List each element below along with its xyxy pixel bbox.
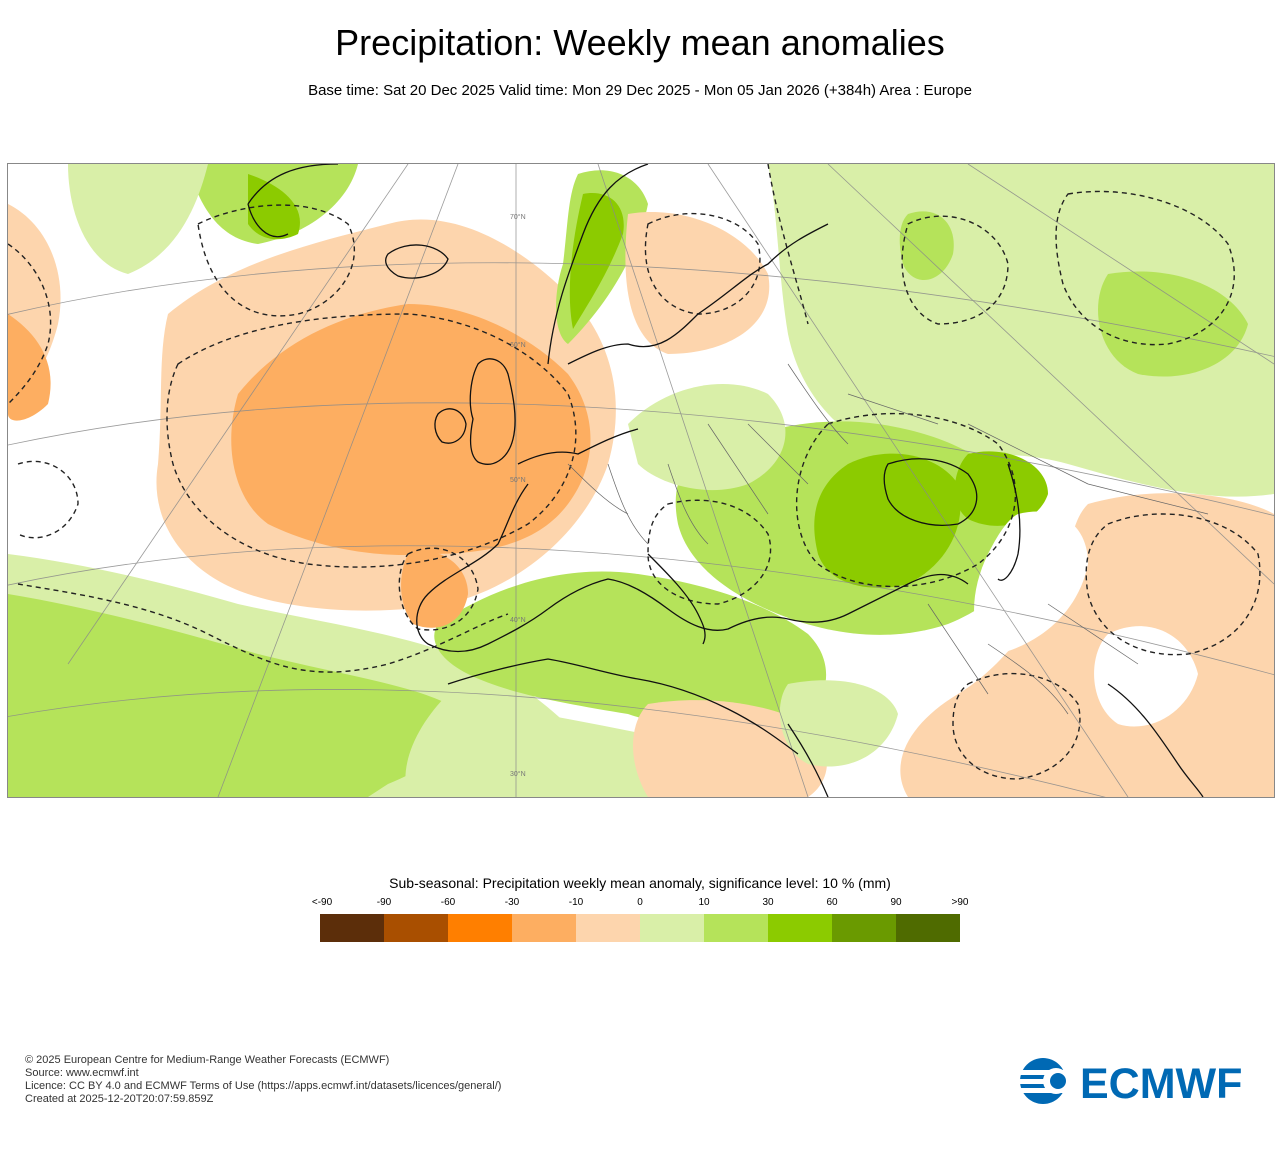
legend-label: -90	[376, 897, 392, 908]
wet-region-greenland-core	[248, 174, 300, 240]
dry-region-scandinavia	[625, 212, 770, 354]
legend-label: -10	[568, 897, 584, 908]
legend-label: 10	[698, 897, 710, 908]
coast-scandinavia	[547, 164, 829, 365]
coast-caspian	[997, 463, 1021, 581]
footer-licence: Licence: CC BY 4.0 and ECMWF Terms of Us…	[25, 1080, 502, 1092]
legend-color-bar	[320, 914, 960, 942]
lat-label-50: 50°N	[510, 476, 526, 484]
coast-red-sea	[787, 723, 829, 797]
legend-label: 90	[890, 897, 902, 908]
coast-greenland	[247, 164, 339, 238]
wet-region-caucasus	[779, 680, 898, 767]
ecmwf-logo: ECMWF	[1016, 1058, 1258, 1108]
legend-label: 30	[762, 897, 774, 908]
footer-created: Created at 2025-12-20T20:07:59.859Z	[25, 1093, 214, 1105]
coast-mediterranean	[547, 573, 969, 631]
legend-label: 60	[826, 897, 838, 908]
white-gaps-east	[974, 511, 1088, 654]
dry-region-iberia	[401, 551, 468, 628]
dry-region-west-core	[8, 314, 51, 421]
country-borders	[567, 363, 1209, 715]
coast-persian-gulf	[1107, 683, 1204, 797]
footer-credits: © 2025 European Centre for Medium-Range …	[25, 1054, 501, 1106]
legend-labels: <-90 -90 -60 -30 -10 0 10 30 60 90 >90	[0, 897, 1280, 911]
legend-label: -60	[440, 897, 456, 908]
legend-swatch	[320, 914, 384, 942]
legend-swatch	[896, 914, 960, 942]
wet-region-eastern-europe-light	[628, 384, 786, 491]
coast-iceland	[385, 244, 449, 279]
wet-region-balkans-core	[814, 453, 961, 588]
legend-swatch	[448, 914, 512, 942]
legend-label: <-90	[311, 897, 333, 908]
dry-region-atlantic-core	[231, 304, 591, 555]
chart-subtitle: Base time: Sat 20 Dec 2025 Valid time: M…	[308, 82, 972, 99]
footer-copyright: © 2025 European Centre for Medium-Range …	[25, 1054, 390, 1066]
ecmwf-logo-text: ECMWF	[1080, 1060, 1242, 1104]
coast-uk	[469, 358, 516, 465]
wet-region-black-sea	[954, 451, 1048, 526]
legend-swatch	[704, 914, 768, 942]
coast-north-africa	[447, 658, 799, 755]
wet-region-norway-core	[569, 193, 624, 329]
legend-swatch	[384, 914, 448, 942]
coast-black-sea	[883, 458, 978, 526]
legend-label: 0	[637, 897, 643, 908]
legend-swatch	[768, 914, 832, 942]
lat-label-40: 40°N	[510, 616, 526, 624]
legend-swatch	[832, 914, 896, 942]
wet-region-atlantic-core	[8, 594, 455, 797]
lat-label-70: 70°N	[510, 213, 526, 221]
coast-italy	[647, 553, 706, 645]
legend-title: Sub-seasonal: Precipitation weekly mean …	[389, 875, 891, 891]
wet-region-ural	[899, 211, 954, 281]
lat-label-60: 60°N	[510, 341, 526, 349]
coastlines	[247, 164, 1204, 797]
legend-label: -30	[504, 897, 520, 908]
white-gaps-arabia	[1094, 626, 1198, 727]
coast-ireland	[434, 408, 467, 444]
legend-swatch	[512, 914, 576, 942]
chart-title: Precipitation: Weekly mean anomalies	[335, 22, 945, 63]
dry-region-arabia	[633, 700, 827, 797]
footer-source: Source: www.ecmwf.int	[25, 1067, 139, 1079]
anomaly-fields	[8, 164, 1274, 797]
significance-contours	[8, 164, 1261, 780]
legend-label: >90	[951, 897, 969, 908]
legend-swatch	[576, 914, 640, 942]
graticule	[8, 164, 1274, 797]
lat-label-30: 30°N	[510, 770, 526, 778]
dry-region-middle-east	[900, 493, 1274, 797]
anomaly-map[interactable]: 70°N 60°N 50°N 40°N 30°N	[7, 163, 1275, 798]
wet-region-russia-core	[1098, 271, 1248, 377]
wet-region-mediterranean	[434, 571, 827, 735]
legend-swatch	[640, 914, 704, 942]
wet-region-greenland-north	[68, 164, 208, 274]
latitude-labels: 70°N 60°N 50°N 40°N 30°N	[510, 213, 526, 778]
coast-europe-west	[416, 428, 639, 653]
ecmwf-logo-mark	[1019, 1058, 1069, 1104]
